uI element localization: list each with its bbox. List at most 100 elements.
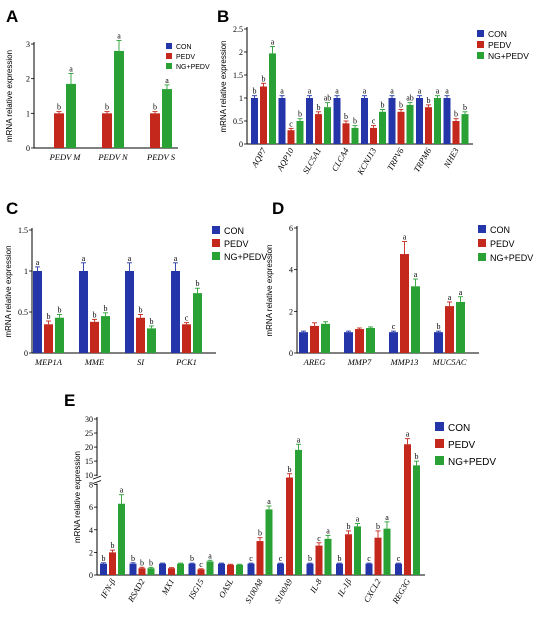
significance-label: b	[93, 310, 97, 319]
x-tick-label: MUC5AC	[432, 357, 467, 367]
bar	[336, 563, 343, 575]
bar	[114, 50, 124, 148]
significance-label: c	[372, 117, 376, 126]
bar	[236, 564, 243, 575]
bar	[206, 561, 214, 575]
legend-swatch	[435, 456, 444, 465]
panel-letter: B	[217, 7, 229, 26]
significance-label: b	[190, 554, 194, 563]
y-tick-label: 20	[85, 443, 93, 452]
significance-label: c	[317, 534, 321, 543]
y-tick-label: 0.5	[18, 308, 28, 317]
legend-label: NG+PEDV	[224, 252, 267, 262]
bar	[445, 306, 454, 353]
significance-label: c	[367, 554, 371, 563]
bar	[351, 127, 359, 144]
bar	[136, 317, 145, 353]
bar	[333, 98, 341, 144]
significance-label: b	[111, 541, 115, 550]
y-tick-label: 4	[289, 266, 293, 275]
x-tick-label: MME	[84, 357, 105, 367]
legend-swatch	[478, 253, 486, 261]
significance-label: b	[353, 117, 357, 126]
x-tick-label: KCNJ13	[354, 146, 378, 177]
bar	[383, 528, 391, 575]
significance-label: b	[381, 101, 385, 110]
bar	[310, 325, 319, 353]
significance-label: b	[454, 110, 458, 119]
bar	[44, 324, 53, 353]
bar	[434, 332, 443, 353]
bar	[101, 316, 110, 353]
x-tick-label: MMP7	[347, 357, 372, 367]
x-tick-label: TRPV6	[385, 145, 406, 172]
bar	[306, 563, 314, 575]
significance-label: b	[262, 74, 266, 83]
significance-label: c	[397, 554, 401, 563]
bar	[188, 563, 196, 575]
x-tick-label: IL-1β	[335, 576, 354, 599]
y-tick-label: 30	[85, 415, 93, 424]
legend-label: PEDV	[224, 239, 249, 249]
bar	[168, 568, 175, 575]
legend-label: CON	[224, 226, 244, 236]
x-tick-label: IFN-β	[98, 576, 118, 601]
significance-label: a	[271, 37, 275, 46]
x-tick-label: PEDV M	[49, 152, 82, 162]
bar	[162, 89, 172, 148]
y-tick-label: 1.5	[18, 226, 28, 235]
significance-label: b	[102, 554, 106, 563]
y-axis-title: mRNA relative expression	[5, 50, 14, 142]
significance-label: a	[385, 513, 389, 522]
significance-label: a	[356, 515, 360, 524]
x-tick-label: AQP7	[249, 145, 269, 170]
bar	[354, 526, 361, 575]
bar	[182, 324, 191, 353]
bar	[324, 538, 332, 575]
y-axis-title: mRNA relative expression	[73, 451, 82, 543]
legend-label: CON	[448, 423, 470, 434]
significance-label: a	[418, 87, 422, 96]
significance-label: b	[415, 452, 419, 461]
significance-label: c	[289, 119, 293, 128]
significance-label: b	[253, 87, 257, 96]
y-tick-label: 15	[85, 457, 93, 466]
legend-label: CON	[176, 44, 192, 51]
bar	[342, 123, 350, 144]
bar	[434, 98, 441, 144]
bar	[193, 293, 202, 353]
legend-swatch	[166, 63, 172, 69]
significance-label: b	[57, 103, 61, 112]
significance-label: a	[208, 551, 212, 560]
significance-label: a	[335, 87, 339, 96]
bar	[100, 563, 107, 575]
bar	[125, 271, 134, 353]
y-axis-title: mRNA relative expression	[265, 244, 274, 336]
significance-label: a	[459, 288, 463, 297]
bar	[370, 127, 377, 144]
significance-label: c	[279, 554, 283, 563]
x-tick-label: ISG15	[186, 577, 206, 602]
significance-label: b	[338, 554, 342, 563]
significance-label: a	[308, 87, 312, 96]
bar	[287, 130, 295, 144]
bar	[278, 98, 286, 144]
significance-label: c	[392, 322, 396, 331]
significance-label: b	[308, 554, 312, 563]
bar	[355, 329, 364, 353]
y-tick-label: 2	[89, 548, 93, 557]
significance-label: b	[463, 103, 467, 112]
legend-label: CON	[490, 225, 510, 235]
panel-letter: D	[272, 199, 284, 218]
significance-label: a	[448, 293, 452, 302]
significance-label: b	[139, 305, 143, 314]
bar	[406, 104, 414, 144]
y-tick-label: 6	[89, 503, 93, 512]
axis-break-mark	[92, 480, 102, 484]
significance-label: b	[427, 96, 431, 105]
bar	[251, 98, 258, 144]
x-tick-label: MX1	[159, 577, 176, 597]
y-tick-label: 1	[239, 94, 243, 103]
